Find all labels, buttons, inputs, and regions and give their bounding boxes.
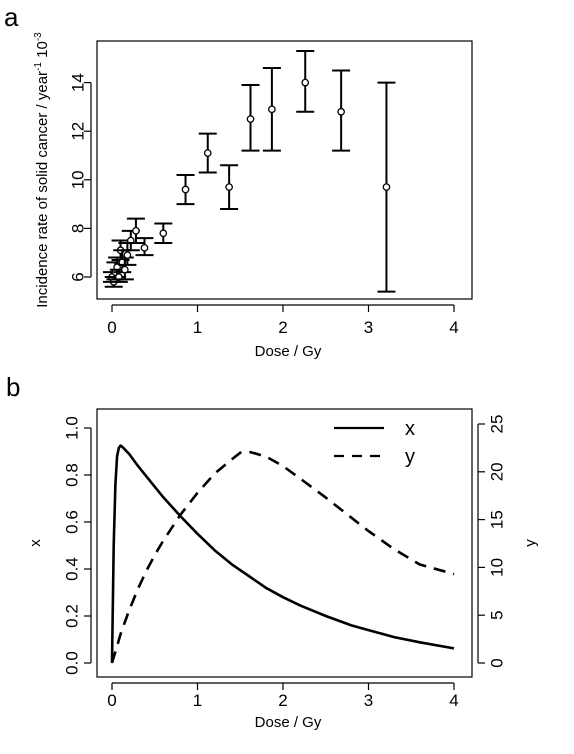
panel-b-right-y-axis-label: y xyxy=(522,539,539,547)
panel-b-left-y-tick-label: 0.0 xyxy=(63,651,82,675)
panel-a-x-tick-label: 1 xyxy=(193,318,202,337)
legend-label-x: x xyxy=(405,418,415,440)
panel-a-x-axis: 0 1 2 3 4 xyxy=(107,304,459,337)
panel-letter-a: a xyxy=(4,2,19,32)
data-point xyxy=(159,229,168,238)
panel-b-plot-frame xyxy=(96,408,473,678)
panel-b-x-axis: 0 1 2 3 4 xyxy=(107,682,459,710)
data-point xyxy=(203,149,212,157)
panel-b-left-y-axis-label: x xyxy=(27,539,44,547)
legend-label-y: y xyxy=(405,446,415,468)
panel-b-right-y-axis: 0 5 10 15 20 25 xyxy=(477,415,507,668)
panel-b-x-axis-label: Dose / Gy xyxy=(255,714,322,731)
data-point xyxy=(301,78,310,87)
panel-a-y-axis-label-sup2: -3 xyxy=(33,32,44,41)
data-point xyxy=(132,226,140,235)
panel-a-plot-frame xyxy=(96,40,473,300)
data-point xyxy=(246,115,255,123)
panel-b-right-y-tick-label: 10 xyxy=(488,558,507,577)
panel-a-y-tick-label: 10 xyxy=(69,170,88,189)
panel-a-data-points xyxy=(103,50,396,293)
panel-a-x-axis-label: Dose / Gy xyxy=(255,343,322,360)
panel-a-y-tick-label: 8 xyxy=(69,224,88,233)
data-point xyxy=(268,105,276,114)
panel-b-x-tick-label: 4 xyxy=(449,691,458,710)
panel-a-x-tick-label: 4 xyxy=(449,318,458,337)
panel-a-y-tick-label: 6 xyxy=(69,272,88,281)
panel-a-y-axis-label-suffix: 10 xyxy=(34,41,51,62)
data-point xyxy=(225,183,233,191)
panel-b-left-y-tick-label: 0.2 xyxy=(63,604,82,628)
panel-a-x-tick-label: 2 xyxy=(278,318,287,337)
panel-a-x-tick-label: 0 xyxy=(107,318,116,337)
panel-a-y-axis-label-main: Incidence rate of solid cancer / year xyxy=(34,71,51,308)
panel-b-left-y-tick-label: 0.8 xyxy=(63,463,82,487)
data-point xyxy=(382,183,391,191)
panel-a-y-tick-label: 14 xyxy=(69,73,88,92)
panel-letter-b: b xyxy=(6,372,20,402)
panel-b-left-y-tick-label: 1.0 xyxy=(63,416,82,440)
series-line-x xyxy=(110,444,455,664)
panel-b-right-y-tick-label: 25 xyxy=(488,415,507,434)
panel-b-x-tick-label: 0 xyxy=(107,691,116,710)
panel-b-left-y-tick-label: 0.4 xyxy=(63,557,82,581)
panel-b-left-y-tick-label: 0.6 xyxy=(63,510,82,534)
panel-a-y-axis-label-sup1: -1 xyxy=(33,62,44,71)
series-line-y xyxy=(110,450,455,664)
panel-a-y-tick-label: 12 xyxy=(69,122,88,141)
panel-a-y-axis: 6 8 10 12 14 xyxy=(69,73,92,282)
panel-b-right-y-tick-label: 0 xyxy=(488,658,507,667)
panel-b-x-tick-label: 3 xyxy=(364,691,373,710)
panel-b-left-y-axis: 0.0 0.2 0.4 0.6 0.8 1.0 xyxy=(63,416,92,675)
panel-a-x-tick-label: 3 xyxy=(364,318,373,337)
data-point xyxy=(181,185,190,194)
panel-b-right-y-tick-label: 15 xyxy=(488,510,507,529)
panel-b-series-lines xyxy=(110,444,455,664)
panel-b-right-y-tick-label: 5 xyxy=(488,610,507,619)
panel-a-y-axis-label: Incidence rate of solid cancer / year-1 … xyxy=(33,32,51,308)
data-point xyxy=(140,243,149,252)
data-point xyxy=(123,251,132,259)
panel-b-x-tick-label: 1 xyxy=(193,691,202,710)
panel-b-legend: xy xyxy=(334,418,415,468)
data-point xyxy=(120,265,129,274)
panel-b-right-y-tick-label: 20 xyxy=(488,462,507,481)
data-point xyxy=(337,107,345,116)
panel-b-x-tick-label: 2 xyxy=(278,691,287,710)
